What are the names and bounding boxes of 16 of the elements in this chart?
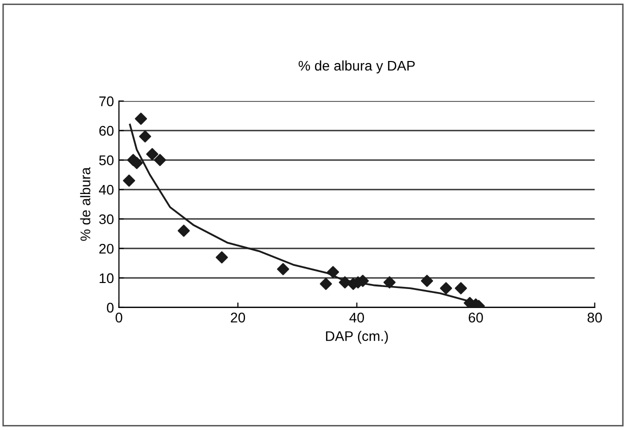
y-tick-label: 50 (99, 155, 114, 166)
y-tick-label: 70 (99, 96, 114, 106)
x-tick-label: 80 (588, 312, 602, 323)
y-tick-label: 0 (106, 302, 114, 313)
x-tick-label: 20 (230, 312, 246, 323)
x-tick-label: 60 (468, 312, 483, 323)
y-tick-label: 10 (100, 273, 114, 284)
y-tick-label: 20 (99, 244, 114, 254)
y-tick-label: 30 (99, 214, 114, 224)
x-axis-title: DAP (cm.) (326, 330, 388, 344)
x-tick-label: 0 (116, 312, 122, 323)
y-tick-label: 40 (98, 184, 114, 195)
chart-title: % de albura y DAP (298, 60, 415, 74)
y-axis-title: % de albura (80, 167, 90, 241)
x-tick-label: 40 (349, 312, 364, 323)
y-tick-label: 60 (99, 126, 114, 136)
